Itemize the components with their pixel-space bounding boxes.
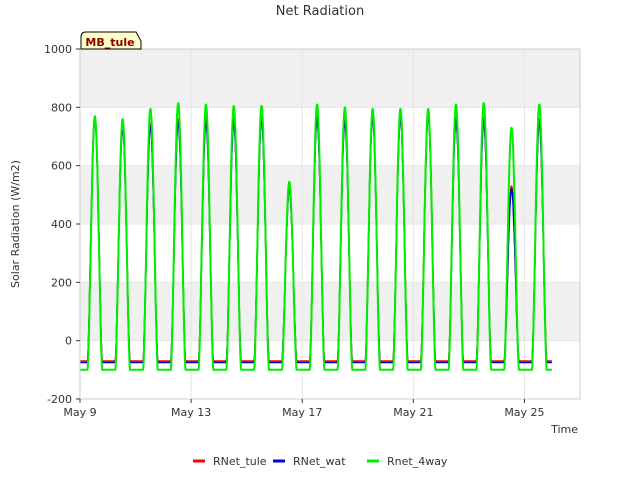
chart-title: Net Radiation (276, 4, 364, 19)
y-tick-label: 800 (51, 101, 72, 114)
y-tick-label: -200 (47, 393, 72, 406)
y-axis-label: Solar Radiation (W/m2) (9, 160, 22, 288)
y-tick-label: 200 (51, 276, 72, 289)
site-label-box: MB_tule (80, 31, 142, 50)
site-label-text: MB_tule (85, 36, 134, 49)
x-tick-label: May 25 (504, 406, 544, 419)
background-band (80, 165, 580, 224)
legend-label-RNet_tule: RNet_tule (213, 455, 267, 468)
x-tick-label: May 21 (393, 406, 433, 419)
series-line-Rnet_4way (79, 102, 553, 371)
legend-label-Rnet_4way: Rnet_4way (387, 455, 448, 468)
background-band (80, 224, 580, 283)
legend: RNet_tule RNet_wat Rnet_4way (193, 455, 448, 468)
background-band (80, 49, 580, 108)
x-tick-label: May 13 (171, 406, 211, 419)
x-tick-label: May 9 (63, 406, 96, 419)
legend-label-RNet_wat: RNet_wat (293, 455, 346, 468)
background-band (80, 107, 580, 166)
y-tick-label: 600 (51, 160, 72, 173)
y-tick-label: 400 (51, 218, 72, 231)
y-tick-label: 1000 (44, 43, 72, 56)
background-band (80, 282, 580, 341)
x-tick-label: May 17 (282, 406, 322, 419)
y-tick-label: 0 (65, 335, 72, 348)
x-axis-label: Time (550, 423, 578, 436)
